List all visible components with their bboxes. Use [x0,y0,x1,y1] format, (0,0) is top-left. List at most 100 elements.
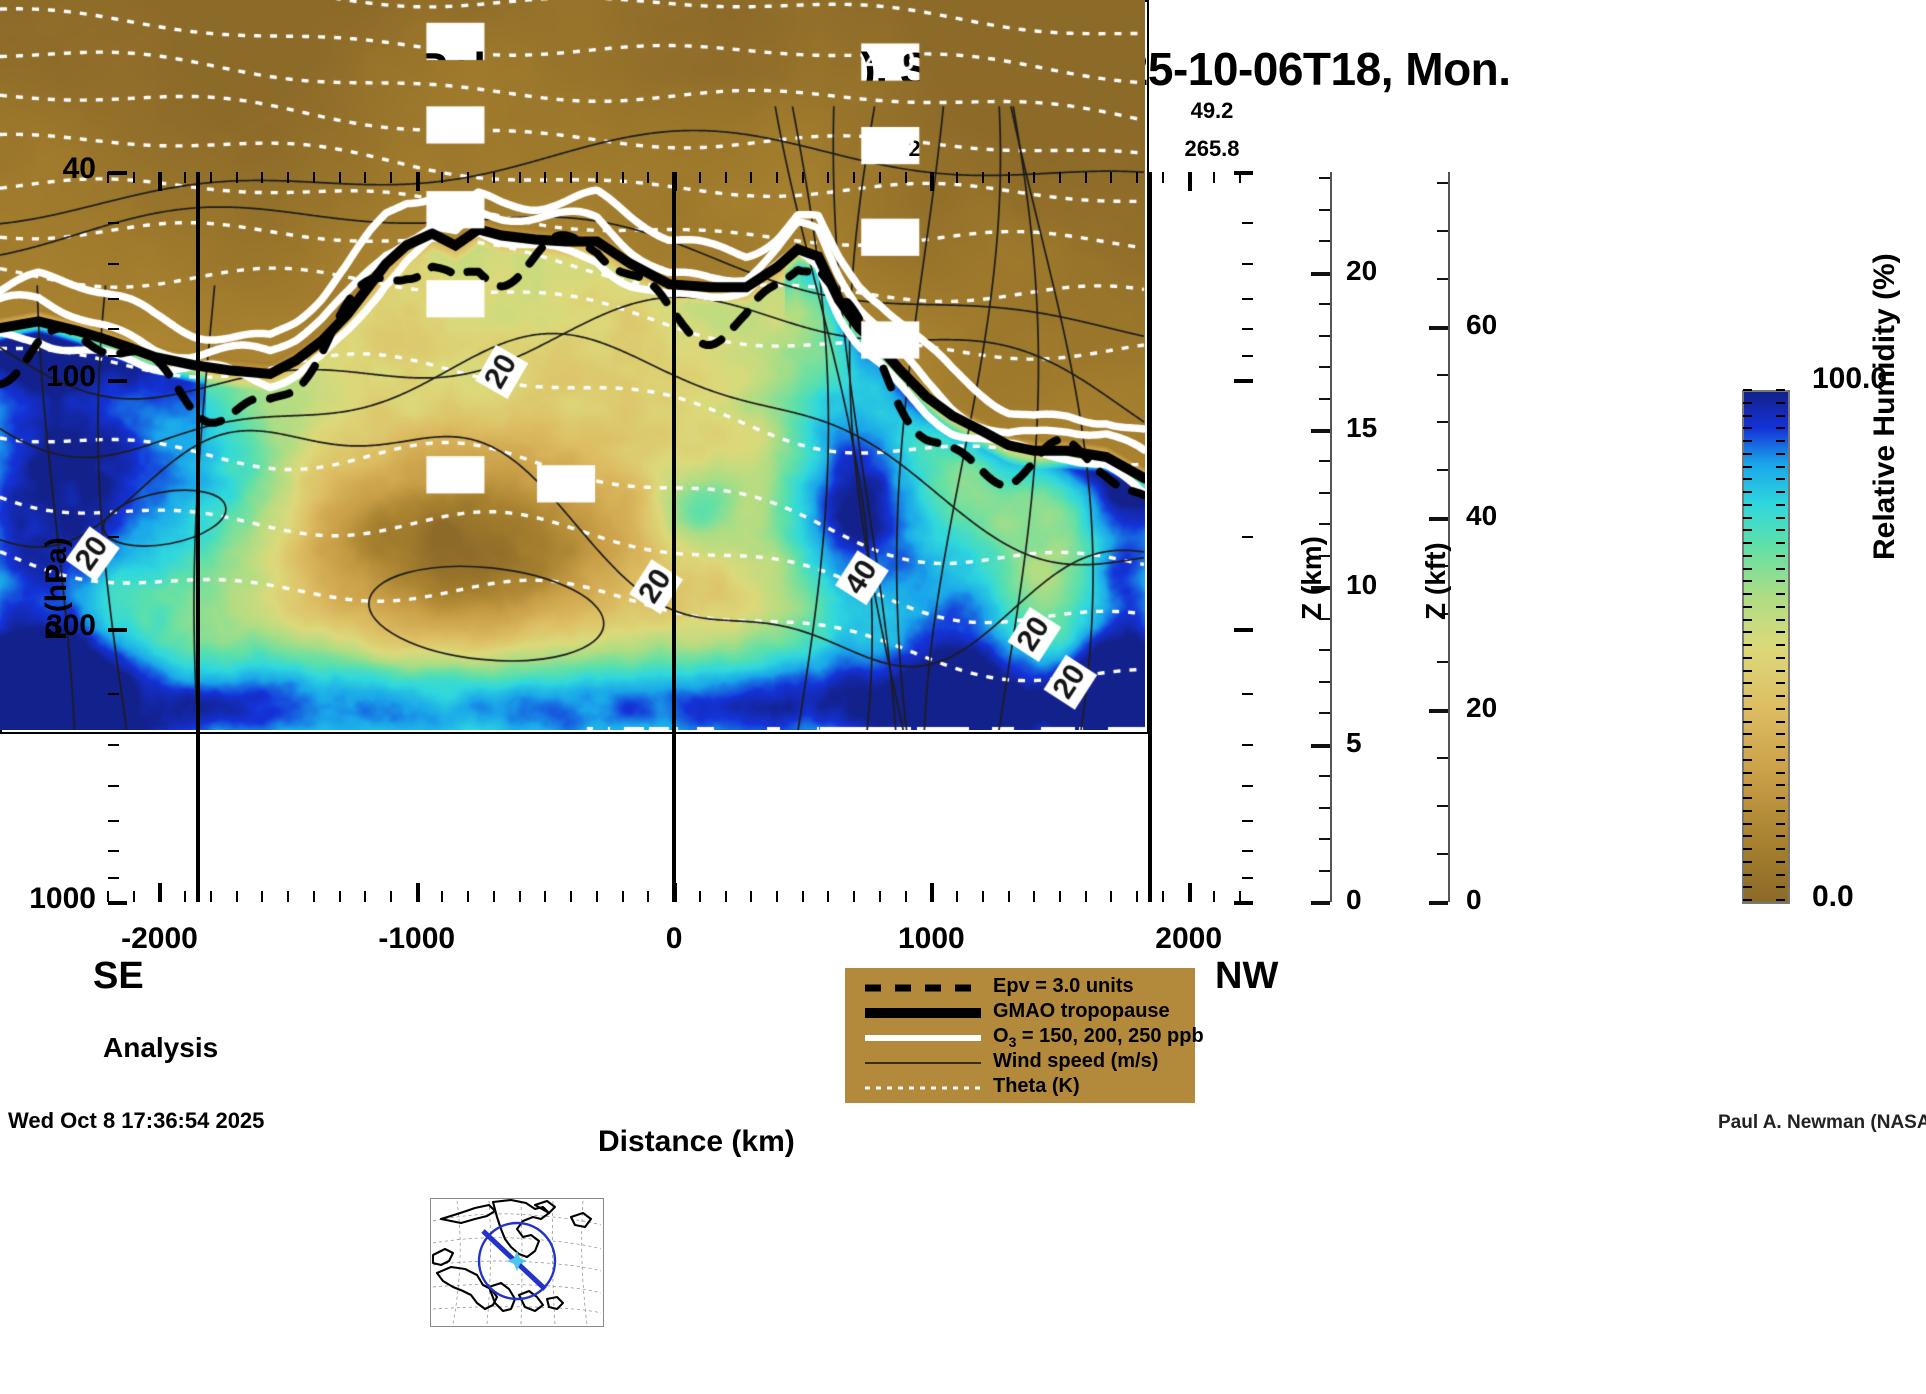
x-tick-1800 [1136,891,1139,902]
y-tick-70 [108,297,119,300]
x-tick--100 [647,891,650,902]
y-tick-900 [108,877,119,880]
x-tick-top-1100 [956,172,959,183]
x-tick-label--1000: -1000 [378,922,456,955]
colorbar-tick-19-l [1743,631,1752,634]
y-tick-right-70 [1242,297,1253,300]
z-km-tick-9 [1319,617,1330,620]
legend-label-1: GMAO tropopause [993,1000,1170,1022]
x-tick-top--100 [647,172,650,183]
x-tick-1100 [956,891,959,902]
colorbar-tick-12-r [1776,542,1785,544]
x-tick-top-100 [698,172,701,183]
x-tick--1500 [287,891,290,902]
x-tick-top-1300 [1007,172,1010,183]
x-tick-top--1700 [235,172,238,183]
colorbar-tick-38-l [1743,873,1752,876]
colorbar-tick-27-r [1776,733,1785,736]
z-kft-tick-25 [1437,661,1448,664]
map-coastlines [431,1199,593,1313]
x-axis-title: Distance (km) [598,1125,795,1158]
legend-item-2: O3 = 150, 200, 250 ppb [845,1024,1204,1051]
x-tick-top--1000 [415,172,420,191]
colorbar-tick-39-l [1743,886,1752,889]
x-tick-top-2100 [1213,172,1216,183]
vertical-reference-line-0 [672,172,677,902]
x-tick--2100 [132,891,135,902]
z-km-tick-1 [1319,869,1330,872]
y-tick-90 [108,354,119,357]
z-km-tick-label-5: 5 [1346,726,1362,758]
y-tick-600 [108,785,119,788]
y-tick-right-900 [1242,877,1253,880]
colorbar-tick-27-l [1743,733,1752,736]
x-tick-top--200 [621,172,624,183]
z-km-tick-6 [1319,712,1330,715]
x-tick--1900 [184,891,187,902]
vertical-reference-line-1850 [1148,172,1153,902]
map-center-star [507,1251,527,1271]
colorbar-tick-7-r [1776,478,1785,481]
cross-section-plot[interactable] [0,0,1149,734]
colorbar-tick-13-r [1776,554,1785,557]
colorbar-tick-28-l [1743,746,1752,748]
z-km-tick-13 [1319,491,1330,494]
x-tick-700 [853,891,856,902]
x-tick-top--1500 [287,172,290,183]
colorbar-tick-0-r [1776,389,1785,391]
y-tick-right-600 [1242,785,1253,788]
y-tick-label-300: 300 [45,608,96,642]
colorbar-tick-26-r [1776,720,1785,723]
colorbar-tick-13-l [1743,554,1752,557]
colorbar-tick-14-l [1743,567,1752,570]
colorbar-tick-29-r [1776,758,1785,761]
inset-map-svg [431,1199,602,1325]
z-kft-tick-15 [1437,757,1448,760]
x-tick-1500 [1059,891,1062,902]
colorbar-tick-9-l [1743,503,1752,506]
legend-label-4: Theta (K) [993,1075,1080,1097]
colorbar-tick-30-r [1776,771,1785,774]
colorbar-tick-20-l [1743,644,1752,646]
z-km-tick-19 [1319,303,1330,306]
y-tick-right-90 [1242,354,1253,357]
x-tick--1800 [209,891,212,902]
x-tick-top--1100 [390,172,393,183]
colorbar-tick-2-r [1776,414,1785,417]
y-tick-label-40: 40 [62,152,96,185]
colorbar-tick-28-r [1776,746,1785,748]
colorbar-tick-14-r [1776,567,1785,570]
colorbar-tick-40-r [1776,899,1785,901]
x-tick--2200 [107,891,109,902]
x-tick-800 [878,891,881,902]
colorbar-tick-37-r [1776,860,1785,863]
x-tick-top-1600 [1084,172,1087,183]
y-tick-80 [108,328,119,331]
colorbar-tick-5-l [1743,452,1752,455]
y-tick-500 [108,743,119,746]
x-tick-top-700 [853,172,856,183]
inset-location-map[interactable] [430,1198,604,1327]
colorbar-tick-17-l [1743,605,1752,608]
colorbar-tick-17-r [1776,605,1785,608]
x-tick-top--1900 [184,172,187,183]
colorbar-tick-24-r [1776,695,1785,697]
colorbar-tick-18-l [1743,618,1752,621]
colorbar-tick-23-l [1743,682,1752,685]
x-tick--1000 [415,883,420,902]
colorbar-tick-36-r [1776,848,1785,850]
y-tick-label-1000: 1000 [29,882,96,915]
colorbar-tick-0-l [1743,389,1752,391]
y-tick-100 [108,378,127,383]
z-kft-axis-title: Z (kft) [1420,542,1451,620]
x-tick-2100 [1213,891,1216,902]
x-tick-1400 [1033,891,1036,902]
x-tick-1700 [1110,891,1113,902]
x-tick--2000 [158,883,163,902]
x-tick-top--400 [570,172,573,183]
analysis-label: Analysis [103,1032,219,1063]
z-kft-tick-45 [1437,469,1448,472]
y-tick-right-60 [1242,262,1253,265]
z-km-tick-22 [1319,208,1330,211]
z-km-tick-12 [1319,523,1330,526]
